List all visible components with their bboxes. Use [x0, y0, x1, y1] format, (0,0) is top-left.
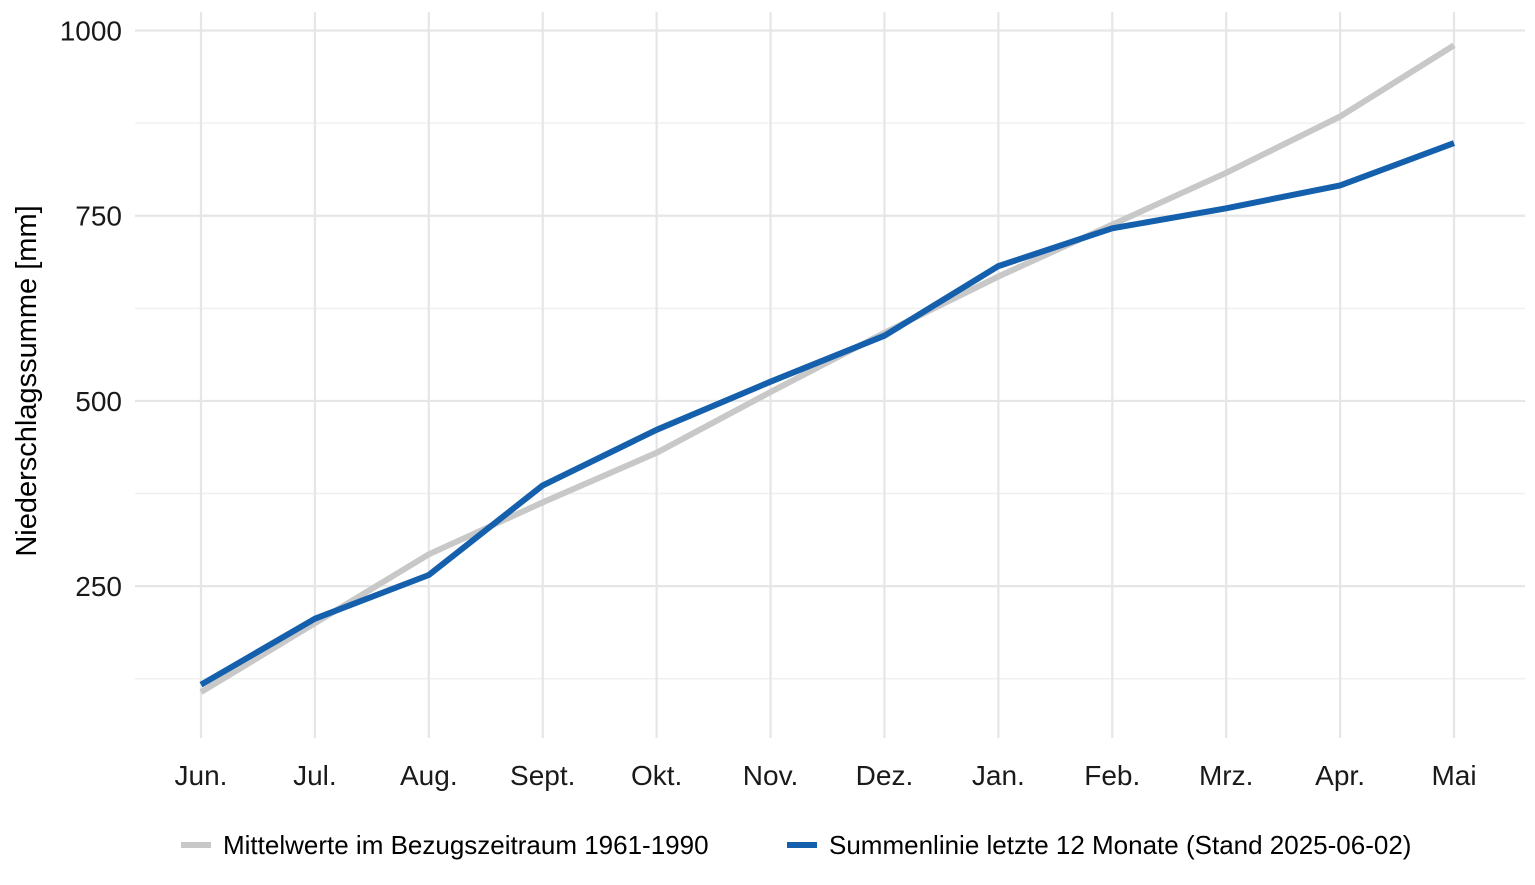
legend-label-0: Mittelwerte im Bezugszeitraum 1961-1990	[223, 830, 709, 860]
x-tick-label: Jan.	[972, 760, 1025, 791]
legend: Mittelwerte im Bezugszeitraum 1961-1990 S…	[181, 830, 1411, 860]
grid-minor	[135, 122, 1525, 680]
y-tick-label: 750	[75, 201, 122, 232]
grid-major	[135, 12, 1525, 738]
x-tick-label: Sept.	[510, 760, 575, 791]
x-tick-label: Feb.	[1084, 760, 1140, 791]
y-axis-title: Niederschlagssumme [mm]	[11, 205, 43, 556]
series-layer	[199, 42, 1456, 695]
series-line-0	[199, 42, 1456, 695]
x-tick-label: Okt.	[631, 760, 682, 791]
x-tick-label: Nov.	[743, 760, 799, 791]
y-tick-labels: 250 500 750 1000	[60, 16, 122, 603]
x-tick-label: Jul.	[293, 760, 337, 791]
y-tick-label: 1000	[60, 16, 122, 47]
x-tick-label: Dez.	[856, 760, 914, 791]
x-tick-label: Jun.	[175, 760, 228, 791]
y-tick-label: 500	[75, 386, 122, 417]
y-tick-label: 250	[75, 571, 122, 602]
x-tick-labels: Jun. Jul. Aug. Sept. Okt. Nov. Dez. Jan. Feb. Mrz…	[175, 760, 1477, 791]
x-tick-label: Mrz.	[1199, 760, 1253, 791]
series-line-1	[199, 140, 1456, 688]
x-tick-label: Apr.	[1315, 760, 1365, 791]
legend-label-1: Summenlinie letzte 12 Monate (Stand 2025…	[829, 830, 1411, 860]
x-tick-label: Mai	[1431, 760, 1476, 791]
x-tick-label: Aug.	[400, 760, 458, 791]
